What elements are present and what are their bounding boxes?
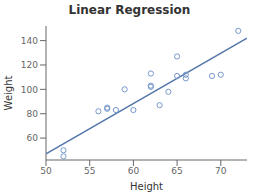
svg-text:50: 50 <box>40 166 52 176</box>
svg-text:Height: Height <box>130 181 163 192</box>
svg-text:100: 100 <box>21 85 38 95</box>
svg-text:55: 55 <box>84 166 95 176</box>
svg-text:65: 65 <box>171 166 182 176</box>
html-text:Linear Regression: Linear Regression <box>68 3 191 17</box>
svg-text:140: 140 <box>21 36 38 46</box>
svg-text:70: 70 <box>215 166 227 176</box>
svg-text:60: 60 <box>27 133 39 143</box>
svg-text:120: 120 <box>21 60 38 70</box>
svg-text:60: 60 <box>128 166 140 176</box>
svg-text:80: 80 <box>27 109 39 119</box>
svg-text:Weight: Weight <box>8 76 14 111</box>
